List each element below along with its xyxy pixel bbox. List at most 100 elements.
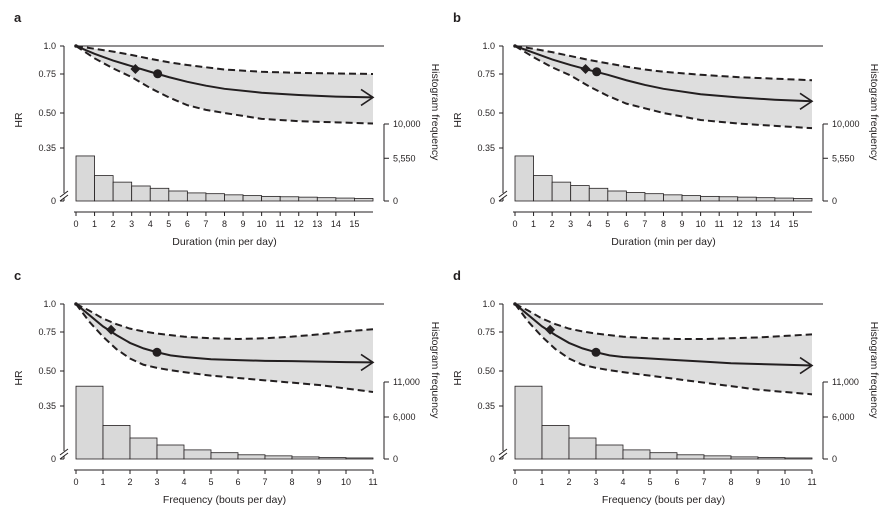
x-tick-label: 5 <box>647 477 652 487</box>
histogram-bar <box>784 457 813 460</box>
histogram-bar <box>718 196 739 202</box>
histogram-bar <box>131 185 151 202</box>
histogram-bar <box>129 437 158 460</box>
histogram-bar <box>156 444 185 460</box>
circle-marker <box>592 67 602 77</box>
histogram-bar <box>533 175 553 202</box>
x-tick-label: 14 <box>770 219 780 229</box>
histogram-bar <box>186 192 207 202</box>
freq-axis-label: Histogram frequency <box>868 64 880 162</box>
x-tick-label: 12 <box>733 219 743 229</box>
histogram-bar <box>644 193 664 202</box>
circle-marker <box>152 347 162 357</box>
hr-tick-label: 0 <box>51 196 56 206</box>
hr-tick-label: 1.0 <box>43 299 56 309</box>
hr-tick-label: 0.35 <box>477 143 495 153</box>
origin-point <box>74 44 78 48</box>
x-tick-label: 0 <box>512 219 517 229</box>
arrow-head <box>360 88 375 107</box>
ci-upper-line <box>514 45 813 82</box>
hr-tick-label: 0 <box>51 454 56 464</box>
left-axis <box>59 304 69 460</box>
histogram-bar <box>102 424 131 460</box>
hr-tick-label: 0.75 <box>38 327 56 337</box>
histogram-bar <box>774 197 794 202</box>
confidence-band <box>76 304 373 392</box>
histogram-bar <box>224 194 244 202</box>
histogram-bar <box>514 155 534 202</box>
hr-tick-label: 0.75 <box>477 327 495 337</box>
x-tick-label: 6 <box>624 219 629 229</box>
histogram-bar <box>551 181 572 202</box>
x-tick-label: 9 <box>316 477 321 487</box>
panel-letter: d <box>453 268 461 283</box>
x-tick-label: 2 <box>550 219 555 229</box>
histogram-bar <box>649 452 678 460</box>
histogram-bar <box>318 457 347 460</box>
x-tick-label: 2 <box>111 219 116 229</box>
origin-point <box>513 44 517 48</box>
left-axis <box>498 46 508 202</box>
ci-lower-line <box>514 303 813 396</box>
arrow-head <box>799 92 814 110</box>
x-tick-label: 11 <box>368 477 377 487</box>
histogram-bar <box>730 456 759 460</box>
hr-axis-label: HR <box>452 112 464 128</box>
x-tick-label: 13 <box>312 219 322 229</box>
x-tick-label: 6 <box>674 477 679 487</box>
histogram-bar <box>622 449 651 460</box>
ci-upper-line <box>75 45 374 75</box>
x-tick-label: 5 <box>605 219 610 229</box>
confidence-band <box>515 46 812 129</box>
x-tick-label: 3 <box>593 477 598 487</box>
x-tick-label: 4 <box>148 219 153 229</box>
hr-tick-label: 0.50 <box>477 108 495 118</box>
x-tick-label: 3 <box>154 477 159 487</box>
hr-tick-label: 1.0 <box>482 299 495 309</box>
x-axis-label: Duration (min per day) <box>611 236 715 248</box>
histogram-bar <box>588 187 609 202</box>
hr-axis-label: HR <box>13 370 25 386</box>
histogram-bar <box>149 187 170 202</box>
histogram-bar <box>316 197 337 202</box>
histogram-bar <box>737 196 757 202</box>
hr-tick-label: 0.50 <box>477 366 495 376</box>
confidence-band <box>76 46 373 124</box>
histogram-bar <box>264 455 293 460</box>
histogram-bar <box>261 195 281 202</box>
diamond-marker <box>580 63 591 74</box>
histogram-bar <box>237 454 266 460</box>
histogram-bar <box>541 424 570 460</box>
left-axis <box>59 46 69 202</box>
confidence-band <box>515 304 812 395</box>
histogram-bar <box>205 193 225 202</box>
x-tick-label: 7 <box>262 477 267 487</box>
circle-marker <box>591 347 601 357</box>
x-tick-label: 7 <box>642 219 647 229</box>
freq-tick-label: 11,000 <box>393 377 420 387</box>
panel-letter: b <box>453 10 461 25</box>
x-tick-label: 3 <box>568 219 573 229</box>
arrow-head <box>360 353 375 372</box>
x-tick-label: 4 <box>181 477 186 487</box>
freq-tick-label: 0 <box>832 454 837 464</box>
histogram-bar <box>663 194 683 202</box>
x-tick-label: 1 <box>539 477 544 487</box>
histogram-bar <box>75 385 104 460</box>
freq-tick-label: 6,000 <box>832 412 855 422</box>
x-tick-label: 2 <box>566 477 571 487</box>
panel-c: c 1.0 0.75 0.50 0.35 0 HR 11,000 6,000 0 Histogram… <box>13 268 441 506</box>
hr-tick-label: 1.0 <box>43 41 56 51</box>
hr-tick-label: 0.75 <box>38 69 56 79</box>
histogram-bar <box>595 444 624 460</box>
x-tick-label: 10 <box>257 219 267 229</box>
x-tick-label: 5 <box>208 477 213 487</box>
ci-upper-line <box>75 303 374 341</box>
freq-tick-label: 10,000 <box>393 119 421 129</box>
histogram-bar <box>183 449 212 460</box>
x-tick-label: 1 <box>531 219 536 229</box>
hr-tick-label: 0.50 <box>38 366 56 376</box>
x-tick-label: 9 <box>755 477 760 487</box>
x-tick-label: 0 <box>512 477 517 487</box>
